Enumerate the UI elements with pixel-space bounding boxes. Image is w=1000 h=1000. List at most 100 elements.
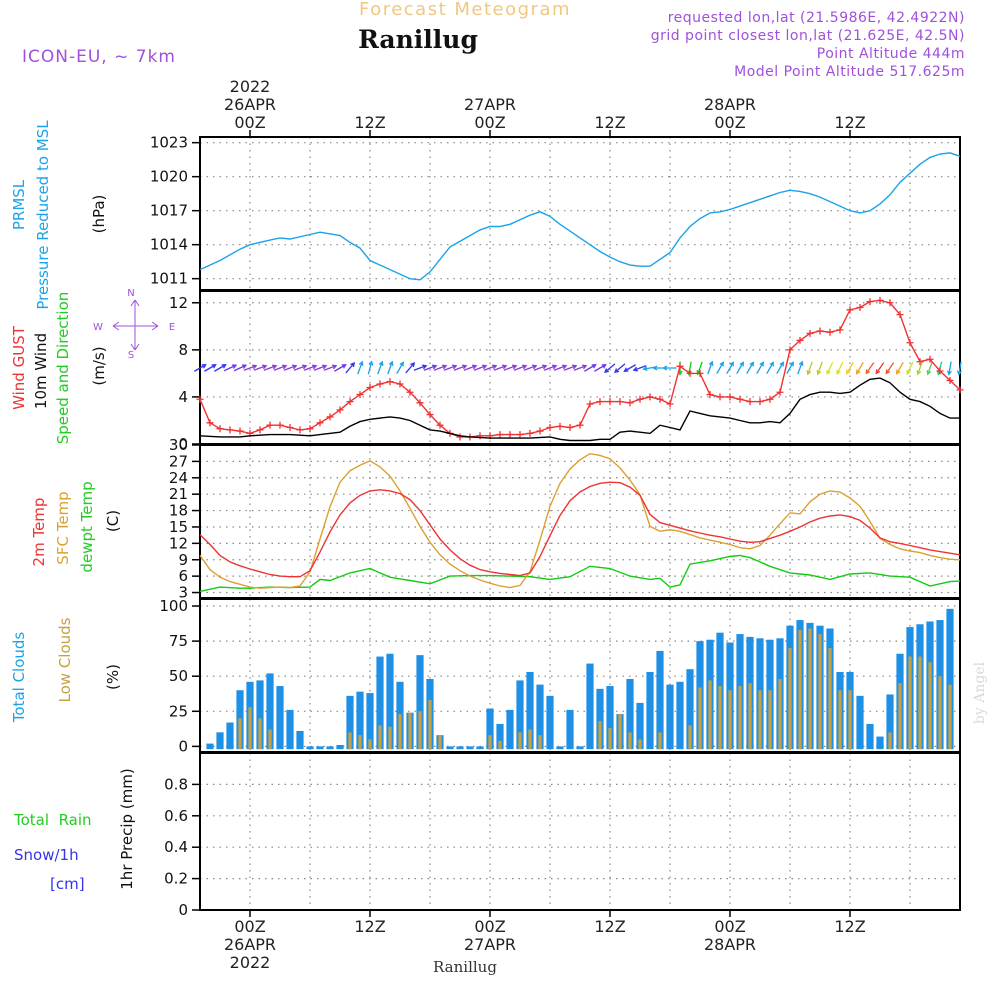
wind-arrow-head xyxy=(749,361,754,367)
wind-arrow xyxy=(483,364,498,371)
wind-arrow-head xyxy=(442,364,448,370)
gust-marker xyxy=(866,298,874,306)
gust-marker xyxy=(796,336,804,344)
wind-arrow-shaft xyxy=(817,361,823,375)
gust-marker xyxy=(216,425,224,433)
wind-arrow-head xyxy=(769,361,774,367)
wind-arrow-head xyxy=(482,364,488,370)
gust-marker xyxy=(576,421,584,429)
low-cloud-bar xyxy=(888,732,892,750)
wind-arrow-shaft xyxy=(473,365,487,371)
wind-arrow-shaft xyxy=(543,365,557,371)
y-tick-label: 0 xyxy=(178,435,188,453)
wind-arrow-shaft xyxy=(283,365,297,371)
y-tick-label: 12 xyxy=(169,294,188,312)
low-cloud-bar xyxy=(728,690,732,750)
wind-10m-label: 10m Wind xyxy=(32,333,50,409)
wind-arrow xyxy=(433,364,448,371)
wind-arrow xyxy=(243,364,258,371)
wind-arrow xyxy=(613,363,626,374)
wind-arrow-shaft xyxy=(413,365,427,371)
wind-arrow-head xyxy=(201,364,207,369)
total-cloud-bar xyxy=(366,693,374,750)
wind-arrow-head xyxy=(865,369,871,375)
low-cloud-bar xyxy=(498,740,502,750)
low-cloud-bar xyxy=(628,732,632,750)
wind-arrow-head xyxy=(410,361,416,368)
gust-marker xyxy=(296,426,304,434)
wind-arrow-head xyxy=(302,364,308,370)
wind-arrow-shaft xyxy=(396,362,404,374)
x-tick-label: 00Z xyxy=(474,113,505,132)
gust-marker xyxy=(876,296,884,304)
wind-arrow xyxy=(623,364,636,372)
wind-arrow-head xyxy=(542,364,548,370)
low-cloud-bar xyxy=(918,656,922,750)
low-cloud-bar xyxy=(358,735,362,750)
total-cloud-bar xyxy=(566,709,574,750)
total-cloud-bar xyxy=(866,723,874,750)
gust-marker xyxy=(806,329,814,337)
gust-marker xyxy=(386,378,394,386)
wind-arrow-shaft xyxy=(243,365,257,371)
low-cloud-bar xyxy=(408,712,412,750)
wind-arrow-shaft xyxy=(756,362,764,374)
low-cloud-bar xyxy=(248,707,252,750)
total-cloud-bar xyxy=(666,684,674,750)
wind-arrow xyxy=(885,362,895,375)
low-cloud-bar xyxy=(608,728,612,750)
wind-arrow-head xyxy=(729,361,734,367)
low-cloud-bar xyxy=(748,683,752,750)
wind-arrow-head xyxy=(836,369,841,376)
y-tick-label: 75 xyxy=(169,632,188,650)
low-cloud-bar xyxy=(618,714,622,750)
total-cloud-bar xyxy=(416,655,424,750)
wind-arrow-shaft xyxy=(776,362,784,374)
credit-label: by Angel xyxy=(972,661,988,724)
wind-arrow xyxy=(826,361,834,376)
total-cloud-bar xyxy=(596,688,604,750)
temp-2m-label: 2m Temp xyxy=(30,498,48,567)
speed-dir-label: Speed and Direction xyxy=(54,292,72,445)
wind-arrow-shaft xyxy=(958,361,962,375)
wind-arrow xyxy=(836,361,844,376)
wind-arrow-shaft xyxy=(214,364,226,372)
low-cloud-bar xyxy=(528,729,532,750)
wind-arrow-head xyxy=(341,364,347,369)
wind-arrow-shaft xyxy=(443,365,457,371)
total-cloud-bar xyxy=(516,680,524,750)
low-cloud-bar xyxy=(828,648,832,750)
low-cloud-bar xyxy=(238,718,242,750)
wind-arrow-shaft xyxy=(807,361,813,375)
cm-unit: [cm] xyxy=(50,875,85,893)
wind-arrow-shaft xyxy=(875,362,885,374)
y-tick-label: 0 xyxy=(178,901,188,919)
low-cloud-bar xyxy=(538,735,542,750)
y-tick-label: 24 xyxy=(169,469,188,487)
point-altitude: Point Altitude 444m xyxy=(817,46,965,62)
wind-arrow-head xyxy=(956,370,962,376)
wind-arrow-head xyxy=(856,369,861,375)
gust-marker xyxy=(786,346,794,354)
temperature-series xyxy=(199,452,961,593)
wind-arrow xyxy=(926,361,933,376)
total-cloud-bar xyxy=(336,744,344,750)
total-cloud-bar xyxy=(346,695,354,750)
gust-marker xyxy=(346,398,354,406)
x-tick-label: 28APR xyxy=(704,935,756,954)
total-cloud-bar xyxy=(476,746,484,750)
cloud-bars xyxy=(206,608,954,750)
low-cloud-bar xyxy=(518,732,522,750)
wind-arrow xyxy=(423,364,438,371)
total-cloud-bar xyxy=(326,746,334,750)
total-cloud-bar xyxy=(376,656,384,750)
wind-arrow-shaft xyxy=(423,365,437,371)
gust-marker xyxy=(306,425,314,433)
total-cloud-bar xyxy=(536,684,544,750)
wind-arrow xyxy=(716,361,724,374)
gust-marker xyxy=(356,391,364,399)
wind-arrow xyxy=(263,364,278,371)
panel-precipitation: 0 0.2 0.4 0.6 0.8 xyxy=(164,752,961,919)
low-cloud-bar xyxy=(438,735,442,750)
gust-marker xyxy=(556,422,564,430)
